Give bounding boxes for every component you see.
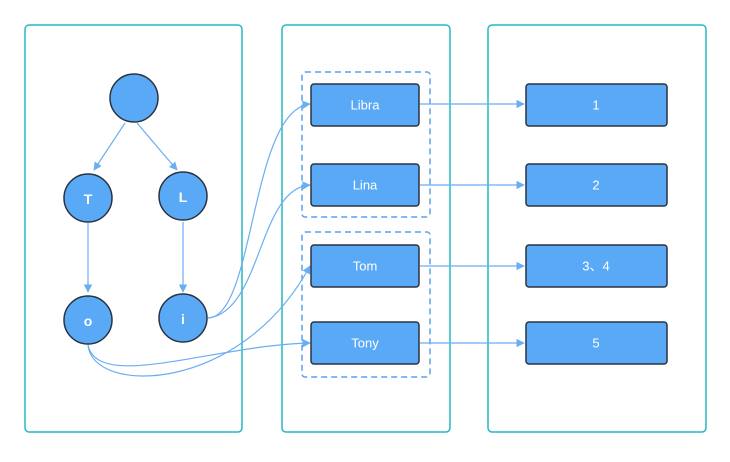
trie-panel bbox=[24, 24, 243, 433]
trie-node-o bbox=[63, 295, 113, 345]
value-label-5: 5 bbox=[592, 336, 599, 351]
value-label-2: 2 bbox=[592, 178, 599, 193]
value-box-2 bbox=[525, 163, 668, 207]
value-box-1 bbox=[525, 83, 668, 127]
key-group-t bbox=[301, 231, 431, 378]
key-label-libra: Libra bbox=[351, 98, 381, 113]
trie-root-node bbox=[109, 73, 159, 123]
edge-o-tony bbox=[87, 338, 311, 367]
trie-node-l-label: L bbox=[179, 189, 188, 205]
values-panel bbox=[487, 24, 707, 433]
trie-node-o-label: o bbox=[84, 313, 93, 329]
key-label-lina: Lina bbox=[353, 178, 378, 193]
trie-node-l bbox=[158, 171, 208, 221]
key-label-tom: Tom bbox=[353, 259, 378, 274]
trie-node-t bbox=[63, 173, 113, 223]
key-box-libra bbox=[310, 83, 420, 127]
edge-i-lina bbox=[207, 181, 311, 319]
key-box-lina bbox=[310, 163, 420, 207]
value-label-1: 1 bbox=[592, 98, 599, 113]
trie-node-t-label: T bbox=[84, 191, 93, 207]
edge-root-l bbox=[136, 122, 178, 171]
edge-i-libra bbox=[207, 100, 311, 319]
edge-o-tom bbox=[87, 265, 311, 377]
keys-panel bbox=[281, 24, 451, 433]
key-box-tom bbox=[310, 244, 420, 288]
key-box-tony bbox=[310, 321, 420, 365]
key-label-tony: Tony bbox=[351, 336, 379, 351]
value-box-5 bbox=[525, 321, 668, 365]
key-group-l bbox=[301, 71, 431, 218]
value-label-34: 3、4 bbox=[582, 259, 609, 274]
trie-node-i-label: i bbox=[181, 311, 185, 327]
value-box-34 bbox=[525, 244, 668, 288]
edge-root-t bbox=[93, 122, 126, 171]
trie-node-i bbox=[158, 293, 208, 343]
